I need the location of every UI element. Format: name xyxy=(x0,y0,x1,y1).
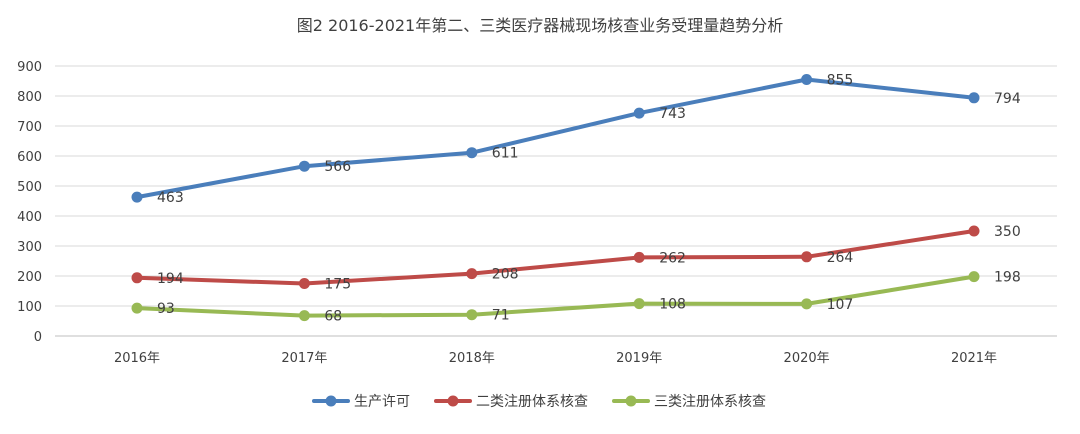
series-line xyxy=(135,77,976,200)
data-labels: 463 566 611 743 855 794 194 175 208 262 264 350 93 68… xyxy=(157,73,1021,325)
data-point xyxy=(298,278,310,289)
legend-label: 三类注册体系核查 xyxy=(654,394,766,410)
legend: 生产许可 二类注册体系核查 三类注册体系核查 xyxy=(312,394,766,410)
series-layer xyxy=(131,74,980,322)
series-line xyxy=(135,274,976,318)
y-axis-ticks: 0 100 200 300 400 500 600 700 800 900 xyxy=(17,60,42,345)
data-label: 463 xyxy=(157,190,184,206)
data-label: 107 xyxy=(827,297,854,313)
y-tick-label: 900 xyxy=(17,60,42,75)
data-point xyxy=(466,268,478,280)
legend-label: 二类注册体系核查 xyxy=(476,394,588,410)
data-point xyxy=(968,271,980,283)
y-tick-label: 700 xyxy=(17,120,42,135)
x-axis-ticks: 2016年 2017年 2018年 2019年 2020年 2021年 xyxy=(114,351,997,366)
data-label: 68 xyxy=(324,309,342,325)
data-label: 194 xyxy=(157,271,184,287)
data-label: 566 xyxy=(324,159,351,175)
data-point xyxy=(801,251,813,263)
x-tick-label: 2021年 xyxy=(951,351,997,366)
data-label: 262 xyxy=(659,250,686,266)
x-tick-label: 2017年 xyxy=(281,351,327,366)
data-point xyxy=(131,191,143,203)
data-point xyxy=(633,298,645,310)
y-tick-label: 400 xyxy=(17,210,42,225)
data-point xyxy=(298,160,310,172)
legend-swatch-marker xyxy=(447,395,459,407)
x-tick-label: 2016年 xyxy=(114,351,160,366)
data-point xyxy=(968,92,980,104)
data-point xyxy=(298,310,310,322)
y-tick-label: 0 xyxy=(34,330,42,345)
data-label: 93 xyxy=(157,301,175,317)
data-point xyxy=(466,147,478,159)
data-label: 71 xyxy=(492,308,510,324)
data-label: 794 xyxy=(994,91,1021,107)
gridlines xyxy=(55,65,1057,337)
data-point xyxy=(131,302,143,314)
data-point xyxy=(801,298,813,310)
chart-title: 图2 2016-2021年第二、三类医疗器械现场核查业务受理量趋势分析 xyxy=(297,16,783,35)
series-line xyxy=(135,229,976,286)
data-label: 611 xyxy=(492,146,519,162)
data-label: 264 xyxy=(827,250,854,266)
y-tick-label: 600 xyxy=(17,150,42,165)
data-point xyxy=(131,272,143,284)
y-tick-label: 100 xyxy=(17,300,42,315)
data-point xyxy=(633,107,645,119)
data-point xyxy=(801,74,813,85)
data-label: 855 xyxy=(827,73,854,89)
data-label: 108 xyxy=(659,297,686,313)
data-label: 208 xyxy=(492,267,519,283)
data-label: 743 xyxy=(659,106,686,122)
data-label: 175 xyxy=(324,277,351,293)
data-point xyxy=(466,309,478,321)
data-point xyxy=(633,251,645,263)
x-tick-label: 2019年 xyxy=(616,351,662,366)
legend-label: 生产许可 xyxy=(354,394,410,410)
y-tick-label: 500 xyxy=(17,180,42,195)
x-tick-label: 2018年 xyxy=(449,351,495,366)
data-point xyxy=(968,225,980,237)
y-tick-label: 800 xyxy=(17,90,42,105)
legend-swatch-marker xyxy=(625,395,637,407)
data-label: 350 xyxy=(994,224,1021,240)
y-tick-label: 300 xyxy=(17,240,42,255)
y-tick-label: 200 xyxy=(17,270,42,285)
data-label: 198 xyxy=(994,270,1021,286)
legend-swatch-marker xyxy=(325,395,337,407)
x-tick-label: 2020年 xyxy=(784,351,830,366)
